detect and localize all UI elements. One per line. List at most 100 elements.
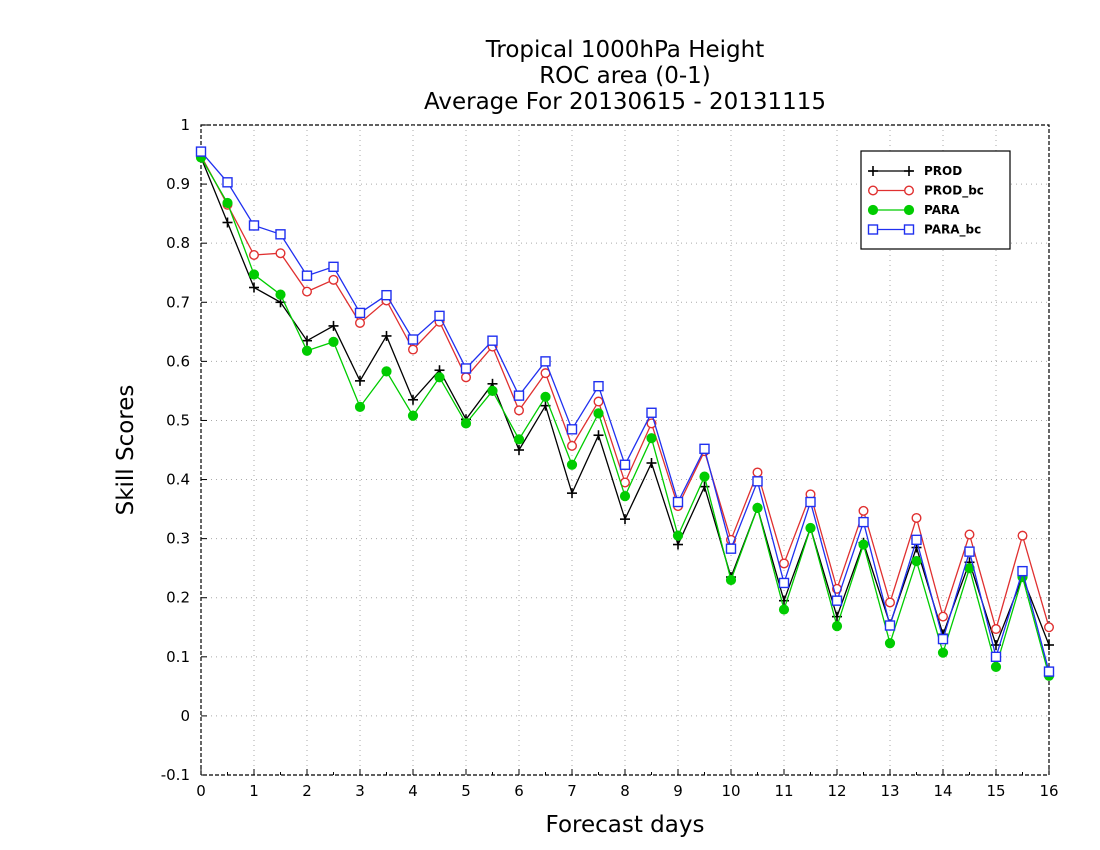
y-tick-label: 0.1 <box>166 648 190 666</box>
data-point-para-bc <box>805 496 816 508</box>
data-point-para-bc <box>619 459 631 470</box>
x-tick-label: 11 <box>774 782 793 800</box>
data-point-prod <box>673 539 683 550</box>
y-tick-label: 0.2 <box>166 589 190 607</box>
data-point-para <box>407 410 419 421</box>
data-point-para <box>699 471 710 482</box>
data-point-prod-bc <box>1017 530 1028 541</box>
series-group <box>195 146 1055 681</box>
data-point-prod-bc <box>752 467 763 478</box>
y-tick-label: 0.3 <box>166 530 190 548</box>
series-para-bc <box>195 146 1055 677</box>
data-point-para <box>752 502 763 514</box>
legend-item-para: PARA <box>867 203 960 217</box>
data-point-prod-bc <box>275 248 286 259</box>
data-point-prod-bc <box>593 396 604 407</box>
x-tick-label: 8 <box>620 782 630 800</box>
y-tick-label: 0.4 <box>166 471 190 489</box>
data-point-prod <box>514 445 524 455</box>
legend-box <box>860 150 1011 250</box>
data-point-para <box>301 345 313 356</box>
data-point-prod-bc <box>408 344 419 355</box>
legend-marker <box>904 166 914 176</box>
chart-title-line-1: Tropical 1000hPa Height <box>485 37 765 63</box>
x-tick-label: 15 <box>986 782 1005 800</box>
data-point-para-bc <box>858 516 869 528</box>
data-point-prod-bc <box>938 611 949 622</box>
data-point-prod <box>620 514 630 525</box>
data-point-para <box>672 530 684 541</box>
data-point-para <box>911 555 922 567</box>
legend-marker <box>903 204 915 216</box>
data-point-para-bc <box>381 289 392 301</box>
data-point-para-bc <box>222 177 233 188</box>
data-point-para-bc <box>911 534 922 546</box>
data-point-para <box>354 401 366 412</box>
data-point-para-bc <box>884 620 896 631</box>
y-tick-label: -0.1 <box>161 766 190 784</box>
data-point-para-bc <box>752 476 763 487</box>
y-tick-label: 0.6 <box>166 352 190 370</box>
data-point-prod-bc <box>858 505 869 516</box>
data-point-prod-bc <box>328 274 339 285</box>
legend-marker <box>868 166 878 176</box>
data-point-prod-bc <box>461 372 472 383</box>
data-point-prod <box>408 394 418 405</box>
data-point-prod-bc <box>302 286 313 297</box>
x-tick-label: 7 <box>567 782 577 800</box>
data-point-para-bc <box>195 146 207 157</box>
chart-title-line-3: Average For 20130615 - 20131115 <box>423 89 827 115</box>
data-point-para <box>222 197 233 209</box>
data-point-para-bc <box>301 270 313 281</box>
x-tick-label: 9 <box>673 782 683 800</box>
data-point-para-bc <box>725 543 737 554</box>
data-point-prod <box>567 488 577 499</box>
data-point-para <box>831 620 843 632</box>
data-point-para <box>566 459 578 470</box>
data-point-prod <box>249 282 259 293</box>
data-point-para <box>725 574 737 586</box>
data-point-para-bc <box>1043 666 1055 677</box>
series-prod-bc <box>195 150 1054 635</box>
x-tick-label: 2 <box>302 782 312 800</box>
data-point-para-bc <box>1017 565 1028 577</box>
x-tick-label: 0 <box>196 782 206 800</box>
data-point-para-bc <box>460 363 472 374</box>
data-point-para <box>593 408 604 419</box>
data-point-para <box>884 638 896 649</box>
data-point-prod <box>699 481 710 492</box>
x-tick-label: 6 <box>514 782 524 800</box>
data-point-para <box>858 539 869 550</box>
data-point-para-bc <box>964 546 975 557</box>
data-point-prod <box>328 320 339 331</box>
y-tick-label: 0.5 <box>166 411 190 429</box>
y-tick-label: 0 <box>180 707 190 725</box>
x-tick-label: 3 <box>355 782 365 800</box>
data-point-para-bc <box>990 651 1002 663</box>
legend-item-para-bc: PARA_bc <box>867 223 981 238</box>
data-point-para <box>805 522 816 534</box>
legend-item-prod: PROD <box>868 164 962 178</box>
data-point-para <box>937 647 949 658</box>
legend-label: PARA_bc <box>924 223 981 238</box>
y-tick-label: 0.9 <box>166 175 190 193</box>
data-point-para <box>513 434 525 445</box>
data-point-para-bc <box>672 496 684 508</box>
x-tick-label: 13 <box>880 782 899 800</box>
x-axis-label: Forecast days <box>546 812 705 838</box>
x-tick-label: 5 <box>461 782 471 800</box>
data-point-para <box>487 385 498 397</box>
x-tick-label: 4 <box>408 782 418 800</box>
data-point-para <box>328 336 339 347</box>
data-point-para-bc <box>487 335 498 346</box>
data-point-prod-bc <box>1043 622 1054 633</box>
legend-marker <box>868 185 879 196</box>
data-point-para-bc <box>778 577 790 589</box>
data-point-para <box>275 289 286 300</box>
y-axis-label: Skill Scores <box>113 385 139 516</box>
data-point-prod-bc <box>779 558 790 569</box>
data-point-para-bc <box>699 443 710 455</box>
data-point-prod-bc <box>991 624 1002 635</box>
legend-label: PARA <box>924 203 960 217</box>
